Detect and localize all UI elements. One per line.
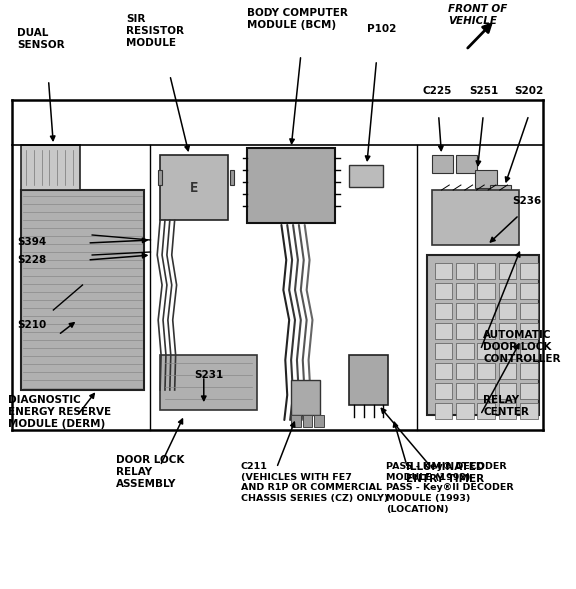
Bar — [478, 303, 495, 319]
Bar — [435, 343, 452, 359]
Bar — [520, 323, 537, 339]
Bar — [160, 355, 257, 410]
Bar — [432, 155, 453, 173]
Bar — [478, 383, 495, 399]
Bar — [499, 303, 516, 319]
Bar — [427, 255, 539, 415]
Text: PASS - Key® DECODER
MODULE (1992)
PASS - Key®II DECODER
MODULE (1993)
(LOCATION): PASS - Key® DECODER MODULE (1992) PASS -… — [386, 462, 514, 514]
Bar — [291, 380, 320, 415]
Bar — [499, 283, 516, 299]
Bar — [478, 283, 495, 299]
Bar — [21, 190, 143, 390]
Text: FRONT OF
VEHICLE: FRONT OF VEHICLE — [448, 4, 507, 26]
Bar — [478, 403, 495, 419]
Text: S251: S251 — [469, 86, 499, 96]
Bar — [435, 323, 452, 339]
Text: DUAL
SENSOR: DUAL SENSOR — [17, 28, 65, 50]
Text: P102: P102 — [367, 24, 396, 34]
Bar — [499, 343, 516, 359]
Bar — [456, 383, 473, 399]
Bar — [520, 263, 537, 279]
Bar — [349, 165, 383, 187]
Bar — [248, 148, 335, 223]
Bar — [160, 155, 228, 220]
Bar — [456, 363, 473, 379]
Bar — [499, 403, 516, 419]
Bar — [499, 263, 516, 279]
Bar — [520, 343, 537, 359]
Bar — [456, 403, 473, 419]
Bar — [520, 383, 537, 399]
Bar — [158, 170, 162, 185]
Bar — [478, 263, 495, 279]
Bar — [456, 343, 473, 359]
Text: S228: S228 — [17, 255, 47, 265]
Bar — [478, 343, 495, 359]
Text: S394: S394 — [17, 237, 47, 247]
Bar — [456, 303, 473, 319]
Bar — [314, 415, 324, 427]
Bar — [435, 283, 452, 299]
Text: S202: S202 — [514, 86, 544, 96]
Bar — [490, 185, 511, 203]
Bar — [520, 303, 537, 319]
Text: ILLUMINATED
ENTRY TIMER: ILLUMINATED ENTRY TIMER — [406, 462, 484, 484]
Bar — [499, 323, 516, 339]
Text: C225: C225 — [422, 86, 452, 96]
Bar — [456, 263, 473, 279]
Bar — [456, 155, 478, 173]
Text: RELAY
CENTER: RELAY CENTER — [483, 395, 529, 417]
Bar — [476, 170, 497, 188]
Text: SIR
RESISTOR
MODULE: SIR RESISTOR MODULE — [126, 14, 184, 48]
Bar — [520, 363, 537, 379]
Text: S236: S236 — [513, 196, 541, 206]
Bar — [499, 383, 516, 399]
Bar — [456, 283, 473, 299]
Text: DIAGNOSTIC
ENERGY RESERVE
MODULE (DERM): DIAGNOSTIC ENERGY RESERVE MODULE (DERM) — [7, 395, 111, 429]
Text: BODY COMPUTER
MODULE (BCM): BODY COMPUTER MODULE (BCM) — [248, 8, 348, 30]
Text: C211
(VEHICLES WITH FE7
AND R1P OR COMMERCIAL
CHASSIS SERIES (CZ) ONLY): C211 (VEHICLES WITH FE7 AND R1P OR COMME… — [241, 462, 388, 503]
Bar — [435, 363, 452, 379]
Text: S210: S210 — [17, 320, 47, 330]
Bar — [291, 415, 301, 427]
Bar — [303, 415, 312, 427]
Bar — [432, 190, 519, 245]
Bar — [230, 170, 234, 185]
Bar — [349, 355, 388, 405]
Text: S231: S231 — [194, 370, 223, 380]
Bar — [456, 323, 473, 339]
Bar — [499, 363, 516, 379]
Bar — [21, 145, 79, 190]
Bar — [435, 303, 452, 319]
Bar — [478, 363, 495, 379]
Bar — [435, 263, 452, 279]
Text: AUTOMATIC
DOOR LOCK
CONTROLLER: AUTOMATIC DOOR LOCK CONTROLLER — [483, 330, 561, 364]
Bar — [520, 283, 537, 299]
Bar — [478, 323, 495, 339]
Text: E: E — [190, 181, 198, 195]
Text: DOOR LOCK
RELAY
ASSEMBLY: DOOR LOCK RELAY ASSEMBLY — [116, 455, 185, 489]
Bar — [435, 403, 452, 419]
Bar — [435, 383, 452, 399]
Bar — [520, 403, 537, 419]
